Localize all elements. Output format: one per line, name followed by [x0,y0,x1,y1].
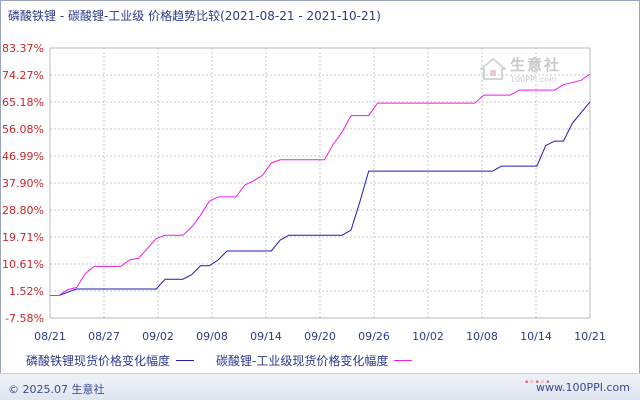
y-tick-label: 28.80% [2,204,44,217]
series-line-1 [50,101,591,296]
chart-title: 磷酸铁锂 - 碳酸锂-工业级 价格趋势比较(2021-08-21 - 2021-… [8,9,381,23]
legend-label-series2: 碳酸锂-工业级现货价格变化幅度 [216,354,389,368]
legend-item-series1: 磷酸铁锂现货价格变化幅度 [26,352,202,369]
y-tick-label: 10.61% [2,258,44,271]
y-tick-label: -7.58% [5,312,44,325]
series-lines [50,73,591,296]
footer-bar: © 2025.07 生意社 •◦•◦• www.100PPI.com [0,373,640,400]
y-tick-label: 1.52% [9,285,44,298]
footer-site-link[interactable]: www.100PPI.com [536,381,630,394]
y-tick-label: 37.90% [2,177,44,190]
decorative-dots: •◦•◦• [524,378,551,388]
x-tick-label: 09/02 [142,330,174,343]
x-tick-label: 09/08 [196,330,228,343]
y-tick-label: 83.37% [2,42,44,55]
x-tick-label: 08/21 [34,330,66,343]
watermark-name: 生意社 [510,56,562,74]
x-tick-label: 08/27 [88,330,120,343]
y-axis-ticks: 83.37% 74.27% 65.18% 56.08% 46.99% 37.90% 28.8… [2,42,44,325]
y-tick-label: 19.71% [2,231,44,244]
legend-label-series1: 磷酸铁锂现货价格变化幅度 [26,354,171,368]
x-tick-label: 10/08 [466,330,498,343]
x-tick-label: 09/20 [304,330,336,343]
legend: 磷酸铁锂现货价格变化幅度 碳酸锂-工业级现货价格变化幅度 [26,352,434,369]
x-tick-label: 10/02 [412,330,444,343]
y-tick-label: 74.27% [2,69,44,82]
x-tick-label: 10/21 [574,330,606,343]
plot-area-border [49,47,591,319]
legend-item-series2: 碳酸锂-工业级现货价格变化幅度 [216,352,420,369]
series-line-2 [50,73,591,296]
x-tick-label: 10/14 [520,330,552,343]
y-tick-label: 65.18% [2,96,44,109]
y-tick-label: 46.99% [2,150,44,163]
grid [49,47,591,319]
y-tick-label: 56.08% [2,123,44,136]
legend-swatch-series1 [176,360,195,361]
x-axis-ticks: 08/21 08/27 09/02 09/08 09/14 09/20 09/26 10/02… [34,330,606,343]
footer-copyright: © 2025.07 生意社 [8,383,105,396]
x-tick-label: 09/26 [358,330,390,343]
legend-swatch-series2 [394,360,413,361]
watermark-url: 100PPI.com [510,75,557,84]
x-tick-label: 09/14 [250,330,282,343]
